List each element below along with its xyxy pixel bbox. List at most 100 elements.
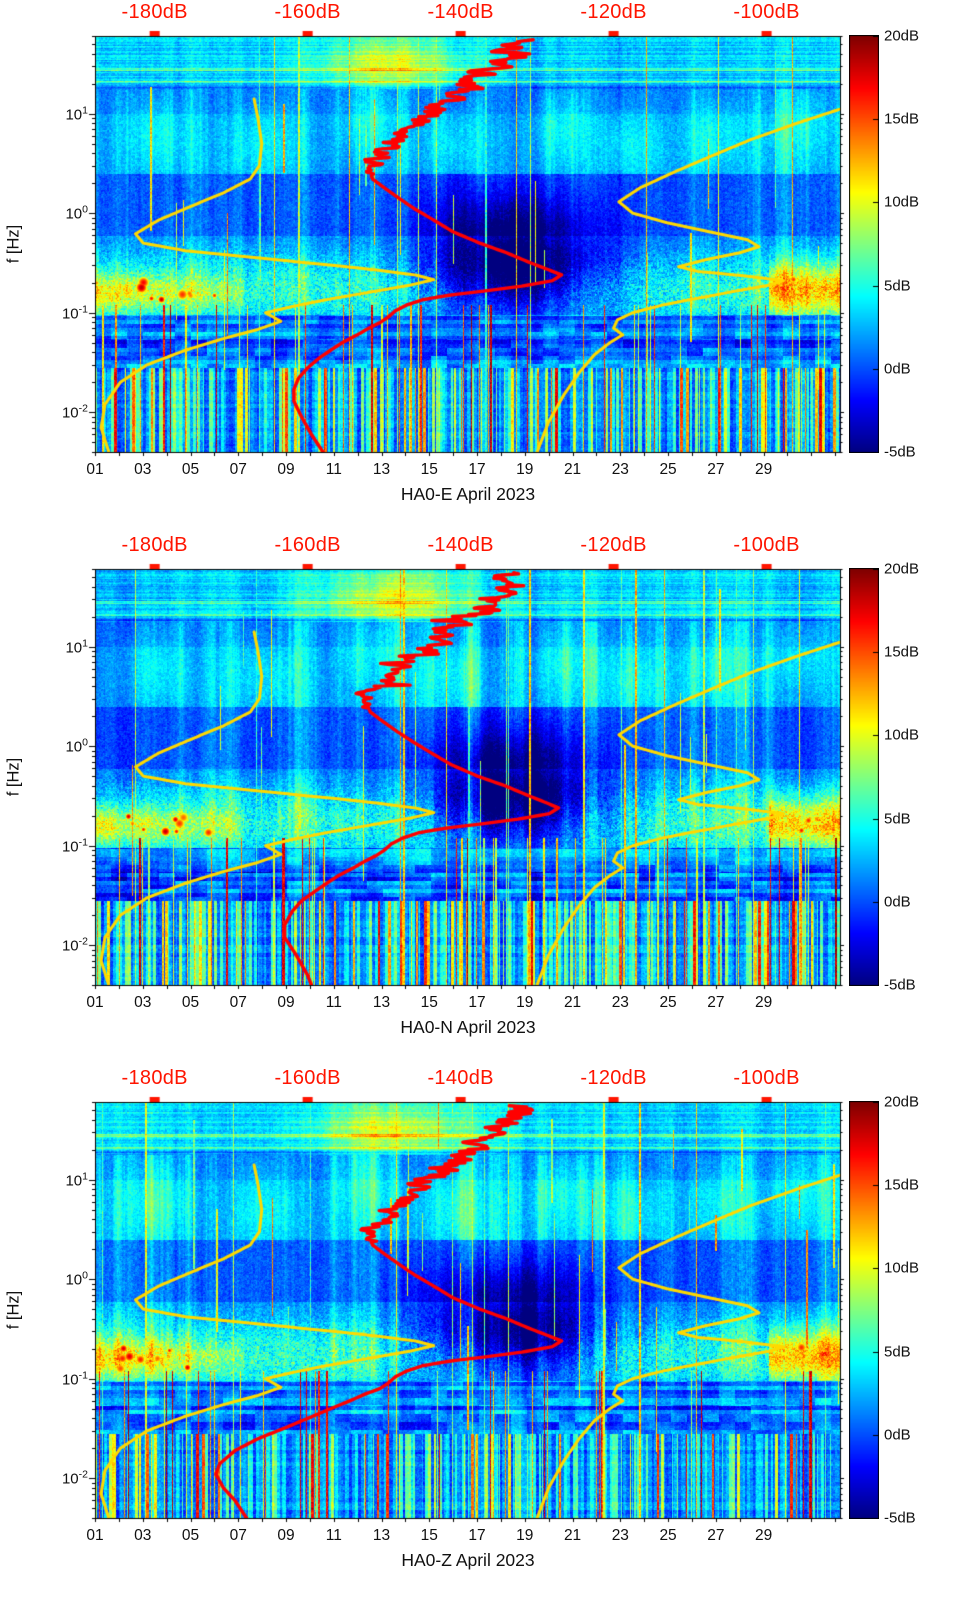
top-axis-db-label: -160dB [274, 534, 341, 556]
y-tick-label: 10-1 [61, 303, 88, 323]
top-axis-db-label: -100dB [733, 534, 800, 556]
colorbar-canvas [849, 568, 879, 986]
x-tick-label: 07 [229, 461, 247, 478]
x-tick-label: 15 [420, 461, 438, 478]
colorbar-tick-label: 20dB [884, 1093, 920, 1111]
top-axis-db-label: -120dB [580, 1067, 647, 1089]
colorbar-tick-label: 20dB [884, 27, 920, 45]
y-tick-label: 100 [65, 736, 88, 756]
y-axis-label: f [Hz] [4, 1290, 23, 1330]
colorbar-canvas [849, 35, 879, 453]
top-axis-db-label: -140dB [427, 534, 494, 556]
x-tick-label: 11 [325, 461, 342, 478]
colorbar-tick-label: 15dB [884, 110, 920, 128]
x-tick-label: 21 [563, 461, 582, 478]
x-tick-label: 03 [134, 461, 152, 478]
colorbar-tick-label: 5dB [884, 810, 911, 828]
top-axis-db-label: -160dB [274, 1067, 341, 1089]
panel-title: HA0-N April 2023 [400, 1017, 536, 1037]
x-tick-label: 19 [516, 1527, 534, 1544]
x-tick-label: 03 [134, 994, 152, 1011]
y-tick-label: 100 [65, 203, 88, 223]
colorbar-canvas [849, 1101, 879, 1519]
colorbar-tick-label: 0dB [884, 893, 911, 911]
colorbar-tick-label: 0dB [884, 360, 911, 378]
y-tick-label: 10-1 [61, 1369, 88, 1389]
x-tick-label: 11 [325, 1527, 342, 1544]
top-axis-db-label: -180dB [121, 1, 188, 23]
x-tick-label: 11 [325, 994, 342, 1011]
panel-title: HA0-E April 2023 [400, 484, 536, 504]
x-tick-label: 29 [754, 994, 773, 1011]
top-axis-db-label: -100dB [733, 1067, 800, 1089]
x-tick-label: 13 [372, 1527, 391, 1544]
top-axis-db-label: -180dB [121, 1067, 188, 1089]
x-tick-label: 29 [754, 1527, 773, 1544]
y-tick-label: 10-1 [61, 836, 88, 856]
x-tick-label: 23 [611, 461, 629, 478]
colorbar-tick-label: 15dB [884, 643, 920, 661]
colorbar-tick-label: 20dB [884, 560, 920, 578]
x-tick-label: 25 [659, 994, 677, 1011]
y-tick-label: 101 [65, 637, 88, 656]
x-tick-label: 25 [659, 1527, 677, 1544]
y-tick-label: 10-2 [61, 935, 88, 955]
colorbar-tick-label: 5dB [884, 1343, 911, 1361]
spectrogram-panel-e: f [Hz] HA0-E April 2023 -180dB -160dB -140… [0, 0, 962, 533]
y-tick-label: 101 [65, 1170, 88, 1189]
x-tick-label: 19 [516, 461, 534, 478]
colorbar-tick-label: 10dB [884, 193, 920, 211]
top-axis-db-label: -140dB [427, 1, 494, 23]
top-axis-db-label: -140dB [427, 1067, 494, 1089]
x-tick-label: 01 [86, 1527, 104, 1544]
x-tick-label: 25 [659, 461, 677, 478]
x-tick-label: 21 [563, 1527, 582, 1544]
y-tick-label: 10-2 [61, 402, 88, 422]
x-tick-label: 09 [277, 1527, 295, 1544]
x-tick-label: 09 [277, 461, 295, 478]
x-tick-label: 17 [468, 1527, 486, 1544]
colorbar-tick-label: 0dB [884, 1426, 911, 1444]
spectrogram-panel-n: f [Hz] HA0-N April 2023 -180dB -160dB -140… [0, 533, 962, 1066]
x-tick-label: 05 [181, 461, 200, 478]
x-tick-label: 09 [277, 994, 295, 1011]
x-tick-label: 13 [372, 461, 391, 478]
colorbar-tick-label: 5dB [884, 277, 911, 295]
x-tick-label: 23 [611, 994, 629, 1011]
y-axis-label: f [Hz] [4, 757, 23, 797]
x-tick-label: 05 [181, 994, 200, 1011]
colorbar-tick-label: -5dB [884, 443, 916, 461]
x-tick-label: 13 [372, 994, 391, 1011]
x-tick-label: 15 [420, 1527, 438, 1544]
colorbar-tick-label: 10dB [884, 1259, 920, 1277]
spectrogram-canvas [0, 1066, 850, 1599]
x-tick-label: 27 [707, 461, 725, 478]
y-tick-label: 10-2 [61, 1468, 88, 1488]
top-axis-db-label: -120dB [580, 1, 647, 23]
x-tick-label: 29 [754, 461, 773, 478]
x-tick-label: 27 [707, 994, 725, 1011]
spectrogram-canvas [0, 533, 850, 1066]
colorbar-tick-label: -5dB [884, 976, 916, 994]
x-tick-label: 05 [181, 1527, 200, 1544]
x-tick-label: 01 [86, 994, 104, 1011]
x-tick-label: 19 [516, 994, 534, 1011]
colorbar-tick-label: -5dB [884, 1509, 916, 1527]
x-tick-label: 17 [468, 461, 486, 478]
y-tick-label: 100 [65, 1269, 88, 1289]
spectrogram-canvas [0, 0, 850, 533]
y-tick-label: 101 [65, 104, 88, 123]
top-axis-db-label: -120dB [580, 534, 647, 556]
spectrogram-panel-z: f [Hz] HA0-Z April 2023 -180dB -160dB -140… [0, 1066, 962, 1599]
x-tick-label: 21 [563, 994, 582, 1011]
top-axis-db-label: -180dB [121, 534, 188, 556]
x-tick-label: 07 [229, 994, 247, 1011]
panel-title: HA0-Z April 2023 [401, 1550, 535, 1570]
x-tick-label: 15 [420, 994, 438, 1011]
x-tick-label: 01 [86, 461, 104, 478]
colorbar-tick-label: 10dB [884, 726, 920, 744]
y-axis-label: f [Hz] [4, 224, 23, 264]
x-tick-label: 17 [468, 994, 486, 1011]
top-axis-db-label: -160dB [274, 1, 341, 23]
